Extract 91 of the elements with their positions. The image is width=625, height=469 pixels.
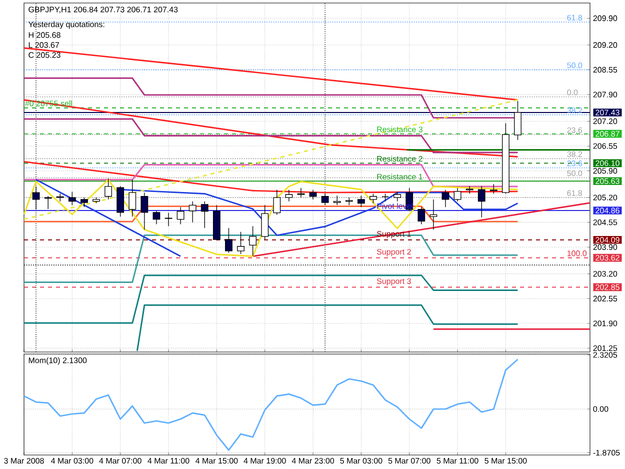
x-tick-label: 5 Mar 11:00 [436, 458, 478, 464]
y-tick-label: 208.55 [593, 66, 618, 73]
candlestick [261, 204, 269, 240]
annotation: C 205.23 [28, 52, 60, 58]
y-tick-label: 206.55 [593, 143, 618, 149]
candlestick [430, 199, 438, 230]
ref-line-label: 206.87 [596, 131, 620, 137]
candlestick [514, 100, 522, 140]
candlestick [140, 192, 148, 230]
candlestick [225, 228, 232, 254]
candlestick [418, 206, 426, 225]
line-series [23, 358, 518, 451]
x-tick-label: 4 Mar 19:00 [244, 458, 286, 464]
annotation: Support 2 [376, 248, 411, 256]
annotation: H 205.68 [28, 32, 60, 38]
ref-line-label: 205.63 [596, 178, 620, 184]
candlestick [237, 232, 244, 254]
x-tick-label: 4 Mar 11:00 [148, 458, 190, 464]
ref-line-label: 206.10 [596, 160, 620, 166]
candlestick [394, 191, 402, 202]
candlestick [32, 186, 40, 210]
annotation: Support 3 [376, 278, 411, 286]
y-tick-label: 205.90 [593, 168, 618, 174]
candlestick [490, 184, 498, 194]
y-tick-label: 207.20 [593, 118, 618, 124]
candlestick [309, 190, 317, 200]
y-tick-label: 203.90 [593, 244, 618, 250]
candlestick [370, 193, 377, 204]
y-tick-label: 204.55 [593, 219, 618, 226]
ref-line-label: 204.09 [596, 237, 620, 243]
candlestick [478, 186, 486, 218]
ref-line-label: 204.86 [596, 208, 620, 214]
annotation: 61.8 [567, 190, 582, 196]
y-tick-label: 201.90 [593, 320, 618, 326]
y-tick-label: 209.90 [593, 15, 618, 22]
annotation: Resistance 1 [377, 174, 422, 180]
y-tick-label: 2.3205 [593, 352, 618, 358]
candlestick [297, 188, 305, 198]
y-tick-label: -1.8705 [593, 450, 620, 456]
candlestick [80, 197, 88, 208]
annotation: Yesterday quotations: [28, 21, 104, 29]
candlestick [152, 210, 160, 225]
annotation: 61.8 [567, 14, 582, 20]
y-tick-label: 201.25 [593, 345, 618, 352]
candlestick [249, 226, 257, 256]
x-tick-label: 4 Mar 03:00 [51, 458, 94, 464]
x-tick-label: 5 Mar 15:00 [484, 458, 527, 464]
candlestick [321, 193, 329, 206]
annotation: 23.6 [567, 160, 582, 166]
y-tick-label: 203.20 [593, 270, 618, 277]
annotation: 50.0 [567, 170, 582, 176]
ref-line-label: 202.85 [596, 284, 620, 290]
x-tick-label: 4 Mar 07:00 [99, 458, 142, 464]
annotation: 100.0 [567, 250, 587, 256]
x-tick-label: 3 Mar 2008 [4, 458, 44, 464]
candlestick [104, 178, 112, 200]
candlestick [44, 196, 52, 210]
candlestick [68, 191, 76, 206]
annotation: Resistance 2 [377, 156, 422, 162]
annotation: 23.6 [567, 127, 582, 134]
y-tick-label: 205.20 [593, 194, 618, 200]
y-tick-label: 0.00 [593, 406, 608, 412]
chart-title: GBPJPY,H1 206.84 207.73 206.71 207.43 [28, 6, 178, 14]
x-tick-label: 5 Mar 03:00 [340, 458, 382, 464]
line-series [23, 160, 518, 194]
x-tick-label: 4 Mar 23:00 [292, 458, 334, 464]
candlestick [188, 201, 196, 223]
candlestick [200, 201, 208, 228]
annotation: L 203.67 [28, 42, 60, 48]
candlestick [128, 179, 136, 217]
y-tick-label: 209.20 [593, 42, 618, 48]
y-tick-label: 207.90 [593, 92, 618, 98]
candlestick [333, 195, 341, 206]
annotation: 0.0 [567, 90, 578, 96]
ref-line-label: 207.43 [596, 110, 620, 116]
candlestick [164, 212, 172, 226]
candlestick [273, 190, 281, 216]
annotation: 38.2 [567, 151, 582, 158]
candlestick [176, 206, 184, 225]
x-tick-label: 5 Mar 07:00 [388, 458, 430, 464]
candlestick [454, 188, 462, 202]
candlestick [442, 190, 450, 208]
candlestick [357, 195, 365, 208]
annotation: 50.0 [567, 62, 582, 68]
line-series [23, 178, 518, 258]
candlestick [285, 190, 293, 202]
x-tick-label: 4 Mar 15:00 [196, 458, 238, 464]
chart-title: Mom(10) 2.1300 [28, 357, 87, 365]
y-tick-label: 202.55 [593, 296, 618, 302]
annotation: 38.2 [567, 108, 582, 114]
ref-line-label: 203.62 [596, 254, 620, 261]
